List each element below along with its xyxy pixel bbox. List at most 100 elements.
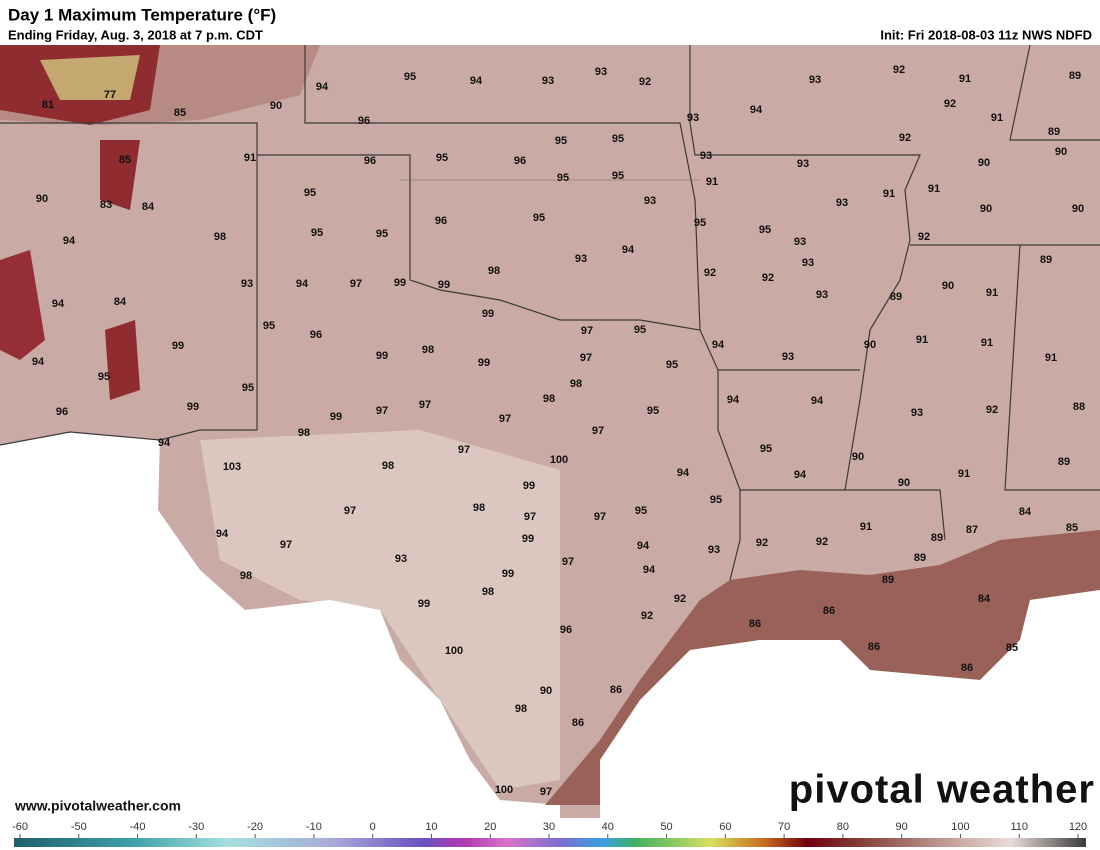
temperature-label: 92	[756, 537, 768, 549]
colorbar-tick-label: 40	[602, 821, 614, 833]
temperature-label: 93	[816, 289, 828, 301]
temperature-label: 94	[296, 278, 309, 290]
temperature-label: 94	[750, 104, 763, 116]
temperature-label: 99	[172, 340, 184, 352]
temperature-label: 97	[592, 425, 604, 437]
temperature-label: 93	[595, 66, 607, 78]
temperature-label: 99	[478, 357, 490, 369]
temperature-label: 95	[634, 324, 646, 336]
temperature-label: 97	[524, 511, 536, 523]
temperature-label: 90	[942, 280, 954, 292]
brand: pivotal weather	[789, 768, 1095, 812]
temperature-label: 97	[280, 539, 292, 551]
colorbar-tick-label: 30	[543, 821, 555, 833]
temperature-label: 94	[712, 339, 725, 351]
temperature-label: 95	[710, 494, 722, 506]
temperature-label: 92	[899, 132, 911, 144]
colorbar-tick-label: -30	[188, 821, 204, 833]
temperature-label: 92	[918, 231, 930, 243]
colorbar-tick-label: -10	[306, 821, 322, 833]
temperature-label: 99	[330, 411, 342, 423]
temperature-label: 99	[418, 598, 430, 610]
temperature-label: 91	[981, 337, 993, 349]
temperature-label: 91	[706, 176, 718, 188]
temperature-label: 86	[868, 641, 880, 653]
temperature-label: 93	[687, 112, 699, 124]
temperature-label: 83	[100, 199, 112, 211]
temperature-label: 97	[344, 505, 356, 517]
temperature-label: 99	[482, 308, 494, 320]
temperature-label: 91	[244, 152, 256, 164]
temperature-label: 92	[704, 267, 716, 279]
colorbar-tick-label: 100	[951, 821, 969, 833]
temperature-label: 90	[898, 477, 910, 489]
colorbar-tick-label: -40	[130, 821, 146, 833]
temperature-label: 98	[214, 231, 226, 243]
mountains	[100, 140, 140, 210]
header-bg	[0, 0, 1100, 45]
temperature-label: 98	[570, 378, 582, 390]
temperature-label: 96	[435, 215, 447, 227]
temperature-label: 92	[944, 98, 956, 110]
colorbar-ticks: -60 -50 -40 -30 -20 -10 0 10 20 30 40 50 60 70 80 90 100…	[12, 821, 1087, 838]
temperature-label: 97	[594, 511, 606, 523]
temperature-label: 77	[104, 89, 116, 101]
temperature-label: 95	[263, 320, 275, 332]
temperature-label: 96	[310, 329, 322, 341]
state-border	[304, 45, 701, 331]
temperature-label: 93	[782, 351, 794, 363]
temperature-label: 99	[376, 350, 388, 362]
temperature-label: 92	[762, 272, 774, 284]
temperature-label: 91	[1045, 352, 1057, 364]
colorbar-tick-label: -20	[247, 821, 263, 833]
temperature-label: 95	[694, 217, 706, 229]
mountains	[105, 320, 140, 400]
temperature-label: 94	[677, 467, 690, 479]
temperature-label: 86	[610, 684, 622, 696]
gulf-waters	[545, 530, 1100, 805]
temperature-labels: 81 77 85 90 94 95 94 93 93 92 93 92 91 89 96 93 94 92 91 89…	[32, 64, 1085, 798]
temperature-label: 87	[966, 524, 978, 536]
temperature-label: 99	[187, 401, 199, 413]
colorbar-tick-label: 0	[370, 821, 376, 833]
temperature-label: 89	[1069, 70, 1081, 82]
map: 81 77 85 90 94 95 94 93 93 92 93 92 91 89 96 93 94 92 91 89…	[0, 44, 1100, 818]
temperature-label: 96	[560, 624, 572, 636]
temperature-label: 89	[882, 574, 894, 586]
temperature-label: 93	[575, 253, 587, 265]
temperature-label: 92	[816, 536, 828, 548]
temperature-label: 88	[1073, 401, 1085, 413]
temperature-label: 94	[622, 244, 635, 256]
temperature-label: 93	[708, 544, 720, 556]
temperature-label: 98	[298, 427, 310, 439]
temperature-label: 95	[533, 212, 545, 224]
temperature-label: 95	[666, 359, 678, 371]
temperature-label: 91	[916, 334, 928, 346]
temperature-label: 103	[223, 461, 241, 473]
temperature-label: 100	[445, 645, 463, 657]
temperature-label: 100	[550, 454, 568, 466]
temperature-label: 91	[928, 183, 940, 195]
temperature-label: 89	[914, 552, 926, 564]
temperature-label: 94	[63, 235, 76, 247]
temperature-label: 99	[394, 277, 406, 289]
temperature-label: 99	[522, 533, 534, 545]
state-border	[1004, 244, 1100, 491]
temperature-label: 95	[760, 443, 772, 455]
temperature-label: 98	[543, 393, 555, 405]
temperature-label: 89	[1048, 126, 1060, 138]
temperature-label: 91	[991, 112, 1003, 124]
temperature-label: 100	[495, 784, 513, 796]
temperature-label: 85	[119, 154, 131, 166]
temperature-label: 95	[304, 187, 316, 199]
temperature-label: 86	[823, 605, 835, 617]
temperature-label: 93	[395, 553, 407, 565]
temperature-label: 93	[794, 236, 806, 248]
site-url: www.pivotalweather.com	[14, 798, 181, 814]
title: Day 1 Maximum Temperature (°F)	[8, 5, 276, 24]
temperature-label: 85	[1066, 522, 1078, 534]
temperature-label: 99	[502, 568, 514, 580]
mountains	[0, 250, 45, 360]
temperature-label: 96	[514, 155, 526, 167]
